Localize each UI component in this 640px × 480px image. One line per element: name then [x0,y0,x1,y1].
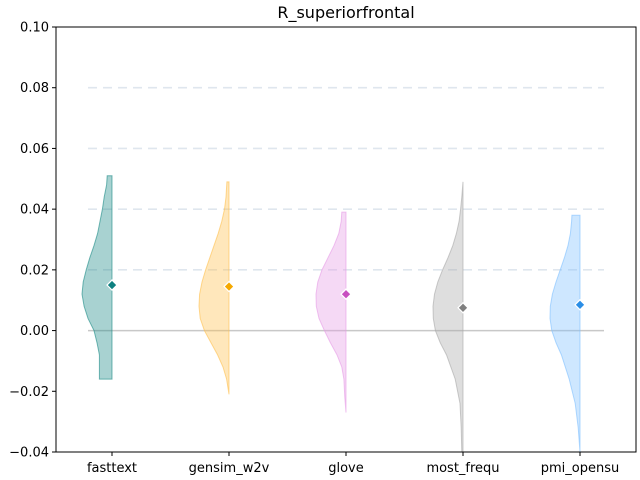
mean-marker-gensim_w2v [223,280,235,293]
y-tick-label: −0.02 [9,385,49,400]
y-tick-label: 0.00 [20,324,49,339]
mean-markers [106,279,586,314]
x-tick-label: most_frequ [426,461,499,476]
chart-title: R_superiorfrontal [277,3,414,23]
y-tick-label: 0.04 [20,203,49,218]
violin-pmi_opensu [549,214,581,453]
violin-gensim_w2v [198,181,230,395]
y-tick-label: 0.10 [20,21,49,36]
mean-marker-pmi_opensu [574,298,586,311]
x-tick-label: glove [328,461,364,476]
x-axis: fasttext gensim_w2v glove most_frequ pmi_ope… [87,452,619,476]
violins [81,175,581,453]
y-tick-label: 0.02 [20,263,49,278]
y-tick-label: 0.08 [20,81,49,96]
violin-fasttext [81,175,113,380]
mean-marker-most_frequ [457,301,469,314]
violin-most_frequ [432,181,464,453]
mean-marker-glove [340,288,352,300]
x-tick-label: fasttext [87,461,137,476]
x-tick-label: pmi_opensu [541,461,619,476]
mean-marker-fasttext [106,279,118,291]
x-tick-label: gensim_w2v [189,461,270,476]
y-tick-label: −0.04 [9,446,49,461]
y-axis: −0.04 −0.02 0.00 0.02 0.04 0.06 0.08 0.10 [9,21,56,461]
violin-glove [315,211,347,413]
y-tick-label: 0.06 [20,142,49,157]
